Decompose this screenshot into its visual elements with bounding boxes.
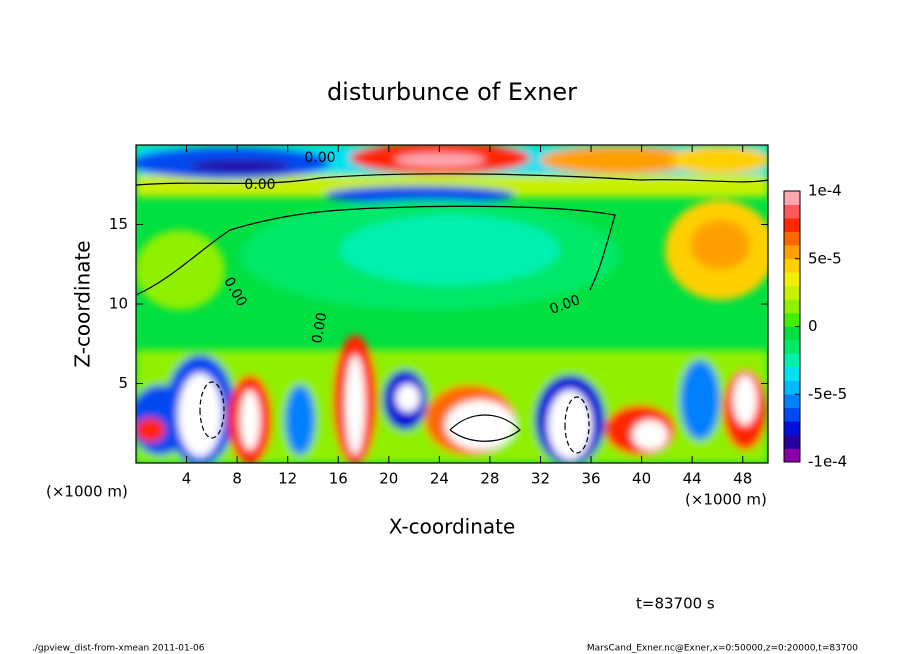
colorbar-swatch [784, 407, 800, 422]
x-tick-label: 48 [733, 470, 752, 488]
colorbar-swatch [784, 299, 800, 314]
colorbar-tick-label: 1e-4 [808, 182, 842, 200]
contour-label: 0.00 [304, 150, 335, 166]
y-tick-label: 15 [109, 215, 128, 233]
colorbar-swatch [784, 272, 800, 287]
colorbar-swatch [784, 245, 800, 260]
x-tick-label: 24 [430, 470, 449, 488]
colorbar-swatch [784, 353, 800, 368]
colorbar-swatch [784, 218, 800, 232]
contour-label: 0.00 [309, 311, 330, 344]
time-label: t=83700 s [636, 595, 715, 613]
colorbar-tick-label: -5e-5 [808, 385, 847, 403]
x-tick-label: 36 [581, 470, 600, 488]
x-tick-label: 40 [632, 470, 651, 488]
colorbar-tick-label: 5e-5 [808, 249, 842, 267]
y-tick-label: 5 [118, 374, 128, 392]
colorbar-swatch [784, 380, 800, 395]
x-unit: (×1000 m) [685, 491, 767, 509]
colorbar-tick-label: -1e-4 [808, 453, 847, 471]
footer-left: ./gpview_dist-from-xmean 2011-01-06 [32, 644, 205, 654]
colorbar-swatch [784, 448, 800, 463]
y-axis-label: Z-coordinate [71, 240, 95, 367]
field [136, 145, 768, 463]
x-tick-label: 32 [531, 470, 550, 488]
colorbar-swatch [784, 258, 800, 273]
colorbar-tick-label: 0 [808, 317, 818, 335]
colorbar-swatch [784, 231, 800, 246]
colorbar-swatch [784, 394, 800, 409]
colorbar-swatch [784, 326, 800, 341]
y-unit: (×1000 m) [46, 483, 128, 501]
colorbar-swatch [784, 285, 800, 300]
colorbar-swatch [784, 421, 800, 436]
x-tick-label: 8 [232, 470, 242, 488]
x-axis-label: X-coordinate [389, 515, 516, 539]
x-tick-label: 20 [379, 470, 398, 488]
footer-right: MarsCand_Exner.nc@Exner,x=0:50000,z=0:20… [587, 644, 858, 654]
y-tick-label: 10 [109, 295, 128, 313]
colorbar-swatch [784, 434, 800, 449]
chart-title: disturbunce of Exner [327, 78, 577, 106]
colorbar-swatch [784, 367, 800, 381]
colorbar-swatch [784, 340, 800, 354]
x-tick-label: 28 [480, 470, 499, 488]
x-tick-label: 44 [683, 470, 702, 488]
colorbar-swatch [784, 191, 800, 205]
x-tick-label: 16 [329, 470, 348, 488]
x-tick-label: 12 [278, 470, 297, 488]
contour-label: 0.00 [244, 177, 275, 193]
colorbar-swatch [784, 204, 800, 219]
colorbar-swatch [784, 312, 800, 327]
x-tick-label: 4 [182, 470, 192, 488]
